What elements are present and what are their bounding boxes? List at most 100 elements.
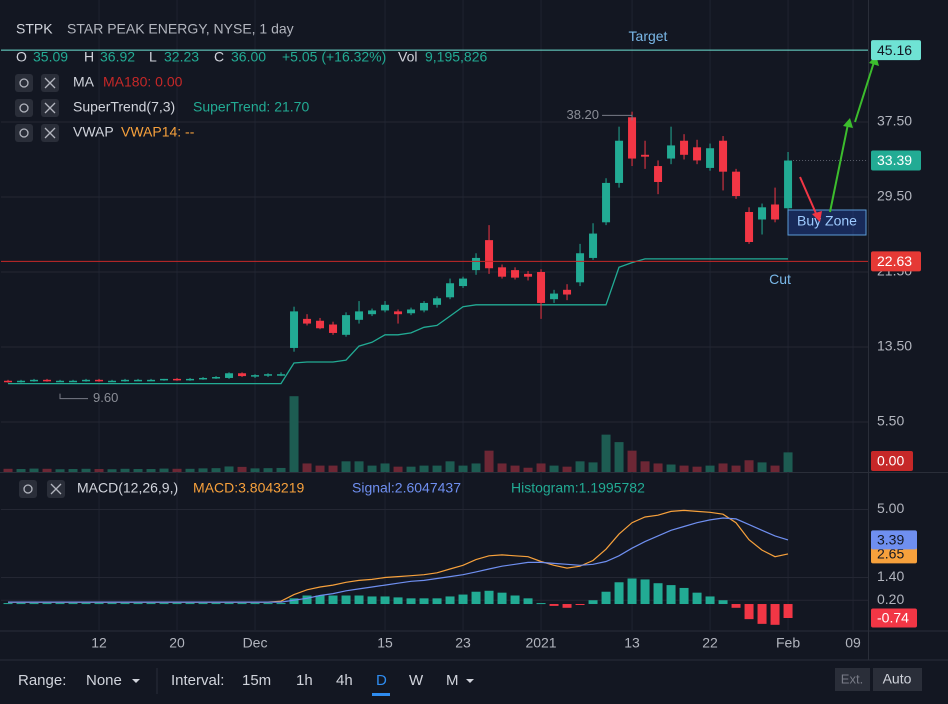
volume-bar [406, 466, 416, 472]
histogram-bar [133, 603, 143, 605]
volume-bar [718, 463, 728, 472]
indicator-name: MA [73, 74, 95, 90]
y-tick-label: 0.20 [877, 591, 904, 607]
low-leader [59, 393, 88, 400]
macd-name: MACD(12,26,9,) [77, 480, 178, 496]
histogram-bar [705, 596, 715, 605]
value-tag-label: -0.74 [877, 610, 909, 626]
volume-bar [3, 468, 13, 472]
volume-bar [562, 466, 572, 472]
volume-bar [575, 461, 585, 472]
volume-bar [55, 469, 65, 472]
ext-button[interactable] [835, 668, 870, 691]
histogram-bar [731, 604, 741, 608]
candle-body [485, 240, 494, 269]
volume-bar [185, 468, 195, 472]
interval[interactable]: 1h [296, 672, 313, 689]
histogram-bar [120, 603, 130, 605]
candle-body [290, 311, 299, 348]
signal-value: Signal:2.6047437 [352, 480, 461, 496]
interval[interactable]: W [409, 672, 424, 689]
candle-body [459, 278, 468, 287]
histogram-value: Histogram:1.1995782 [511, 480, 645, 496]
histogram-bar [276, 603, 286, 605]
indicator-value: SuperTrend: 21.70 [193, 99, 309, 115]
ohlc-label: H [84, 49, 94, 65]
volume-bar [276, 467, 286, 472]
volume-bar [484, 450, 494, 472]
candle-body [758, 207, 767, 220]
volume-bar [250, 468, 260, 472]
vol-label: Vol [398, 49, 417, 65]
histogram-bar [302, 595, 312, 605]
candle-body [238, 373, 247, 377]
candle-body [17, 380, 26, 383]
candle-body [30, 379, 39, 382]
histogram-bar [29, 603, 39, 605]
volume-bar [523, 467, 533, 472]
interval-active[interactable]: D [376, 672, 387, 689]
histogram-bar [744, 604, 754, 620]
candle-body [251, 375, 260, 377]
candle-body [498, 267, 507, 277]
volume-bar [224, 466, 234, 472]
x-tick-label: 13 [624, 635, 640, 651]
histogram-bar [523, 598, 533, 605]
volume-bar [29, 468, 39, 472]
price-tag [871, 40, 921, 61]
histogram-bar [718, 600, 728, 605]
candle-body [82, 379, 91, 382]
price-tag [871, 251, 921, 272]
candle-body [615, 140, 624, 183]
cut-label: Cut [769, 271, 791, 287]
histogram-bar [588, 600, 598, 605]
candle-body [641, 154, 650, 157]
value-tag [871, 608, 917, 628]
volume-bar [653, 463, 663, 472]
ohlc-label: O [16, 49, 27, 65]
volume-bar [666, 464, 676, 472]
volume-bar [445, 461, 455, 472]
volume-bar [614, 442, 624, 472]
volume-bar [68, 469, 78, 472]
candle-body [628, 117, 637, 159]
price-tag-label: 45.16 [877, 42, 912, 58]
price-tag-label: 33.39 [877, 152, 912, 168]
volume-bar [549, 465, 559, 472]
histogram-bar [328, 595, 338, 605]
volume-bar [159, 468, 169, 472]
volume-bar [16, 469, 26, 472]
volume-bar [679, 465, 689, 472]
interval[interactable]: 15m [242, 672, 271, 689]
interval[interactable]: M [446, 672, 459, 689]
interval[interactable]: 4h [336, 672, 353, 689]
y-tick-label: 37.50 [877, 113, 912, 129]
candle-body [537, 272, 546, 303]
candle-body [108, 380, 117, 383]
candle-body [342, 315, 351, 335]
histogram-bar [770, 604, 780, 625]
range-select[interactable]: None [86, 672, 122, 689]
candle-body [4, 380, 13, 383]
histogram-bar [224, 603, 234, 605]
high-label: 38.20 [566, 107, 599, 122]
caret [132, 679, 140, 683]
price-tag-label: 22.63 [877, 253, 912, 269]
histogram-bar [263, 603, 273, 605]
volume-bar [341, 461, 351, 472]
buy-zone-label: Buy Zone [797, 213, 857, 229]
histogram-bar [198, 603, 208, 605]
candle-body [368, 310, 377, 315]
volume-bar [146, 469, 156, 472]
candle-body [446, 283, 455, 298]
candle-body [550, 293, 559, 300]
candle-body [95, 379, 104, 382]
high-leader [602, 114, 633, 121]
candle-body [524, 273, 533, 277]
volume-bar [354, 461, 364, 472]
candle-body [732, 171, 741, 197]
candle-body [719, 140, 728, 172]
macd-line [8, 517, 789, 603]
auto-button[interactable] [873, 668, 922, 691]
ohlc-label: C [214, 49, 224, 65]
